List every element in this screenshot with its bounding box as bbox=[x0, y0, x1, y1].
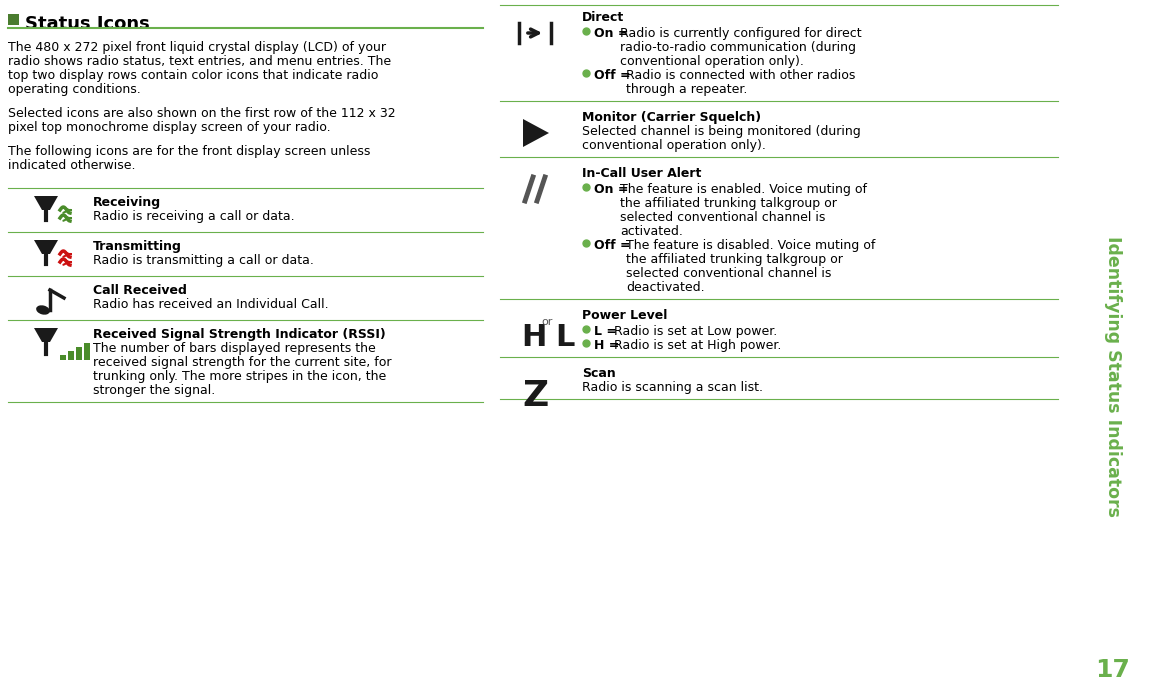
Text: Radio is currently configured for direct: Radio is currently configured for direct bbox=[620, 27, 862, 40]
Text: pixel top monochrome display screen of your radio.: pixel top monochrome display screen of y… bbox=[8, 121, 331, 134]
Text: Radio is scanning a scan list.: Radio is scanning a scan list. bbox=[582, 381, 763, 394]
Bar bbox=[68, 351, 75, 360]
Text: Radio is set at High power.: Radio is set at High power. bbox=[614, 339, 781, 352]
Polygon shape bbox=[34, 196, 58, 210]
Text: L: L bbox=[555, 323, 574, 352]
Text: L =: L = bbox=[594, 325, 617, 338]
Text: Identifying Status Indicators: Identifying Status Indicators bbox=[1103, 236, 1122, 517]
Text: conventional operation only).: conventional operation only). bbox=[582, 139, 765, 152]
Text: stronger the signal.: stronger the signal. bbox=[93, 384, 216, 397]
Text: radio-to-radio communication (during: radio-to-radio communication (during bbox=[620, 41, 856, 54]
Text: top two display rows contain color icons that indicate radio: top two display rows contain color icons… bbox=[8, 69, 379, 82]
Text: The feature is enabled. Voice muting of: The feature is enabled. Voice muting of bbox=[620, 183, 867, 196]
Text: Selected icons are also shown on the first row of the 112 x 32: Selected icons are also shown on the fir… bbox=[8, 107, 396, 120]
Text: H: H bbox=[521, 323, 546, 352]
Text: Radio is transmitting a call or data.: Radio is transmitting a call or data. bbox=[93, 254, 313, 267]
Text: activated.: activated. bbox=[620, 225, 683, 238]
Text: Radio is connected with other radios: Radio is connected with other radios bbox=[627, 69, 856, 82]
Text: received signal strength for the current site, for: received signal strength for the current… bbox=[93, 356, 391, 369]
Text: The number of bars displayed represents the: The number of bars displayed represents … bbox=[93, 342, 376, 355]
Text: Z: Z bbox=[522, 379, 548, 413]
Text: On =: On = bbox=[594, 183, 628, 196]
Text: Radio is receiving a call or data.: Radio is receiving a call or data. bbox=[93, 210, 295, 223]
Bar bbox=[61, 355, 66, 360]
Text: radio shows radio status, text entries, and menu entries. The: radio shows radio status, text entries, … bbox=[8, 55, 391, 68]
Text: the affiliated trunking talkgroup or: the affiliated trunking talkgroup or bbox=[620, 197, 836, 210]
Text: The 480 x 272 pixel front liquid crystal display (LCD) of your: The 480 x 272 pixel front liquid crystal… bbox=[8, 41, 386, 54]
Text: Selected channel is being monitored (during: Selected channel is being monitored (dur… bbox=[582, 125, 861, 138]
Text: H =: H = bbox=[594, 339, 620, 352]
Text: Scan: Scan bbox=[582, 367, 616, 380]
Text: Status Icons: Status Icons bbox=[24, 15, 150, 33]
Text: conventional operation only).: conventional operation only). bbox=[620, 55, 804, 68]
Text: The feature is disabled. Voice muting of: The feature is disabled. Voice muting of bbox=[627, 239, 876, 252]
Text: the affiliated trunking talkgroup or: the affiliated trunking talkgroup or bbox=[627, 253, 843, 266]
Text: or: or bbox=[541, 317, 552, 327]
Text: trunking only. The more stripes in the icon, the: trunking only. The more stripes in the i… bbox=[93, 370, 387, 383]
Text: operating conditions.: operating conditions. bbox=[8, 83, 141, 96]
Text: Off =: Off = bbox=[594, 239, 630, 252]
Text: Received Signal Strength Indicator (RSSI): Received Signal Strength Indicator (RSSI… bbox=[93, 328, 386, 341]
Text: Receiving: Receiving bbox=[93, 196, 161, 209]
Text: selected conventional channel is: selected conventional channel is bbox=[620, 211, 825, 224]
Text: indicated otherwise.: indicated otherwise. bbox=[8, 159, 135, 172]
Text: deactivated.: deactivated. bbox=[627, 281, 705, 294]
Text: Radio is set at Low power.: Radio is set at Low power. bbox=[614, 325, 777, 338]
Bar bbox=[84, 343, 90, 360]
Text: Off =: Off = bbox=[594, 69, 630, 82]
Text: through a repeater.: through a repeater. bbox=[627, 83, 748, 96]
Polygon shape bbox=[34, 240, 58, 254]
Text: Monitor (Carrier Squelch): Monitor (Carrier Squelch) bbox=[582, 111, 761, 124]
Bar bbox=[76, 347, 82, 360]
Text: Direct: Direct bbox=[582, 11, 624, 24]
Polygon shape bbox=[34, 328, 58, 342]
Polygon shape bbox=[523, 119, 549, 147]
Text: On =: On = bbox=[594, 27, 628, 40]
Text: selected conventional channel is: selected conventional channel is bbox=[627, 267, 832, 280]
Text: Power Level: Power Level bbox=[582, 309, 668, 322]
Text: Call Received: Call Received bbox=[93, 284, 186, 297]
Text: In-Call User Alert: In-Call User Alert bbox=[582, 167, 701, 180]
Text: 17: 17 bbox=[1095, 658, 1130, 682]
Text: The following icons are for the front display screen unless: The following icons are for the front di… bbox=[8, 145, 370, 158]
Bar bbox=[8, 14, 19, 25]
Text: Transmitting: Transmitting bbox=[93, 240, 182, 253]
Text: Radio has received an Individual Call.: Radio has received an Individual Call. bbox=[93, 298, 329, 311]
Ellipse shape bbox=[36, 305, 50, 315]
